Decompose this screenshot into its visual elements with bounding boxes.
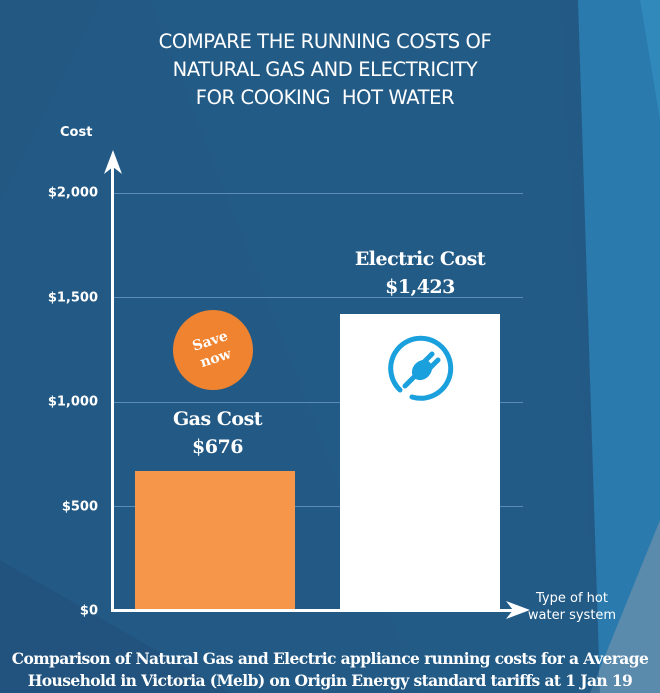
y-tick-0: $0 <box>79 603 98 619</box>
bar-electric <box>340 314 500 611</box>
title-line-3: FOR COOKING HOT WATER <box>195 86 455 109</box>
x-axis-title-line-1: Type of hot <box>536 591 608 606</box>
chart-title: COMPARE THE RUNNING COSTS OF NATURAL GAS… <box>110 28 540 112</box>
footer-caption: Comparison of Natural Gas and Electric a… <box>0 648 660 692</box>
y-tick-500: $500 <box>61 499 98 515</box>
electric-label-name: Electric Cost <box>354 248 486 270</box>
y-axis-arrow-icon <box>104 150 122 174</box>
y-axis-title: Cost <box>60 125 93 140</box>
gridline-1000 <box>113 402 523 403</box>
save-now-badge: Save now <box>173 310 253 390</box>
electric-plug-icon <box>388 335 454 401</box>
x-axis-title: Type of hot water system <box>522 590 622 624</box>
title-line-1: COMPARE THE RUNNING COSTS OF <box>158 30 492 53</box>
x-axis <box>111 609 516 612</box>
gridline-1500 <box>113 297 523 298</box>
gas-label-name: Gas Cost <box>172 408 263 430</box>
gas-label: Gas Cost $676 <box>135 408 300 458</box>
title-line-2: NATURAL GAS AND ELECTRICITY <box>172 58 478 81</box>
electric-label-value: $1,423 <box>385 276 455 298</box>
bar-gas <box>135 471 295 611</box>
gridline-2000 <box>113 193 523 194</box>
y-tick-1000: $1,000 <box>47 394 98 410</box>
gas-label-value: $676 <box>192 436 243 458</box>
electric-label: Electric Cost $1,423 <box>335 248 505 298</box>
gridline-500 <box>113 506 523 507</box>
x-axis-arrow-icon <box>506 601 530 619</box>
footer-line-2: Household in Victoria (Melb) on Origin E… <box>27 671 633 690</box>
y-tick-2000: $2,000 <box>47 185 98 201</box>
y-axis <box>111 160 114 612</box>
y-tick-1500: $1,500 <box>47 290 98 306</box>
x-axis-title-line-2: water system <box>527 608 617 623</box>
footer-line-1: Comparison of Natural Gas and Electric a… <box>11 649 649 668</box>
